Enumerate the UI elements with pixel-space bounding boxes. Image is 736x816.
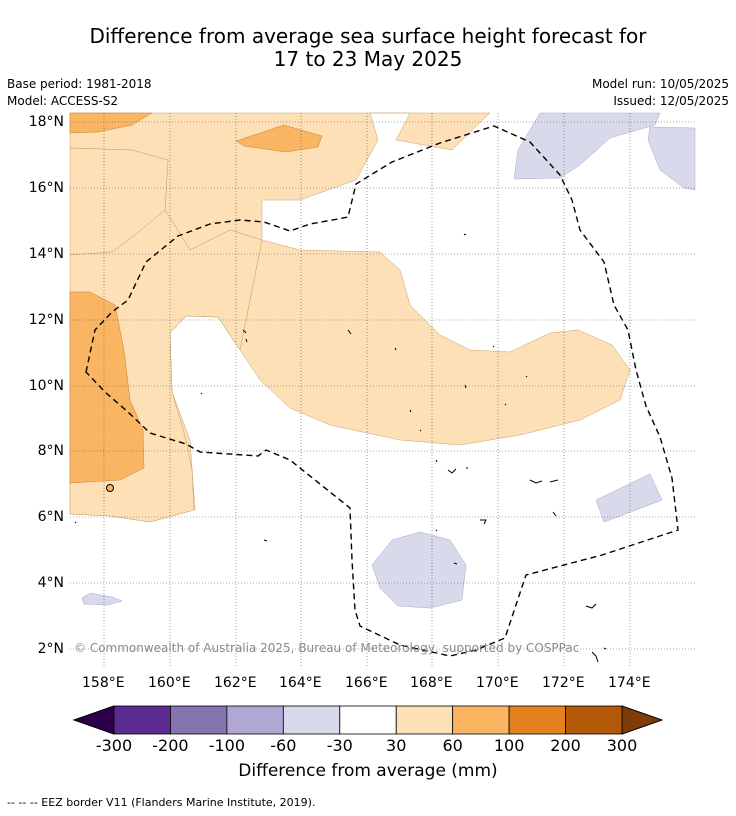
colorbar-tick-label: 60 [442,736,463,755]
lat-tick-label: 6°N [37,509,64,525]
copyright-notice: © Commonwealth of Australia 2025, Bureau… [74,641,580,655]
colorbar-segment [395,705,454,735]
colorbar-tick-label: -100 [208,736,246,755]
lon-tick-label: 158°E [82,675,125,691]
colorbar-tick-label: -200 [152,736,189,755]
anomaly-neg30-neg60-region [371,531,467,609]
lat-tick-label: 14°N [28,246,64,262]
lat-tick-label: 12°N [28,312,64,328]
lon-tick-label: 172°E [542,675,585,691]
anomaly-neg30-neg60-region [81,592,123,606]
lon-tick-label: 168°E [410,675,453,691]
colorbar-segment [170,705,228,735]
title-line-2: 17 to 23 May 2025 [273,47,463,71]
colorbar-tick-label: -300 [95,736,133,755]
colorbar-segment [339,705,397,735]
lat-tick-label: 10°N [28,378,64,394]
lat-tick-label: 18°N [28,114,64,130]
anomaly-60-100-region [69,291,145,484]
model-label: Model: ACCESS-S2 [7,94,119,108]
colorbar-label: Difference from average (mm) [238,761,498,781]
lat-tick-label: 2°N [37,641,64,657]
model-run-label: Model run: 10/05/2025 [591,77,729,91]
base-period-label: Base period: 1981-2018 [7,77,152,91]
colorbar-segment [113,705,171,735]
colorbar-tick-label: 30 [386,736,407,755]
colorbar-segment [565,705,623,735]
lat-tick-label: 4°N [37,575,64,591]
islands [74,233,607,663]
colorbar [72,705,664,735]
lon-tick-label: 166°E [345,675,388,691]
lon-tick-label: 174°E [608,675,651,691]
map-plot-area [69,112,696,666]
anomaly-60-100-region [69,112,153,134]
colorbar-segment [282,705,341,735]
issued-label: Issued: 12/05/2025 [613,94,729,108]
lon-tick-label: 160°E [148,675,191,691]
colorbar-over-triangle [621,705,664,735]
lon-tick-label: 162°E [214,675,257,691]
colorbar-tick-label: 200 [550,736,581,755]
anomaly-neg30-neg60-region [595,473,663,523]
colorbar-tick-label: 300 [606,736,638,755]
colorbar-segment [226,705,284,735]
colorbar-segment [452,705,510,735]
lon-tick-label: 164°E [279,675,322,691]
lon-tick-label: 170°E [476,675,519,691]
anomaly-neg30-neg60-region [513,112,661,180]
colorbar-tick-label: -30 [326,736,353,755]
title-line-1: Difference from average sea surface heig… [89,24,647,48]
colorbar-tick-label: -60 [270,736,297,755]
colorbar-segment [508,705,566,735]
anomaly-60-100-region [235,124,323,153]
anomaly-neg30-neg60-region [647,126,696,191]
eez-legend-note: -- -- -- EEZ border V11 (Flanders Marine… [7,796,316,809]
lat-tick-label: 16°N [28,180,64,196]
colorbar-under-triangle [72,705,115,735]
colorbar-tick-label: 100 [493,736,525,755]
grid-lines [70,113,695,666]
lat-tick-label: 8°N [37,443,64,459]
